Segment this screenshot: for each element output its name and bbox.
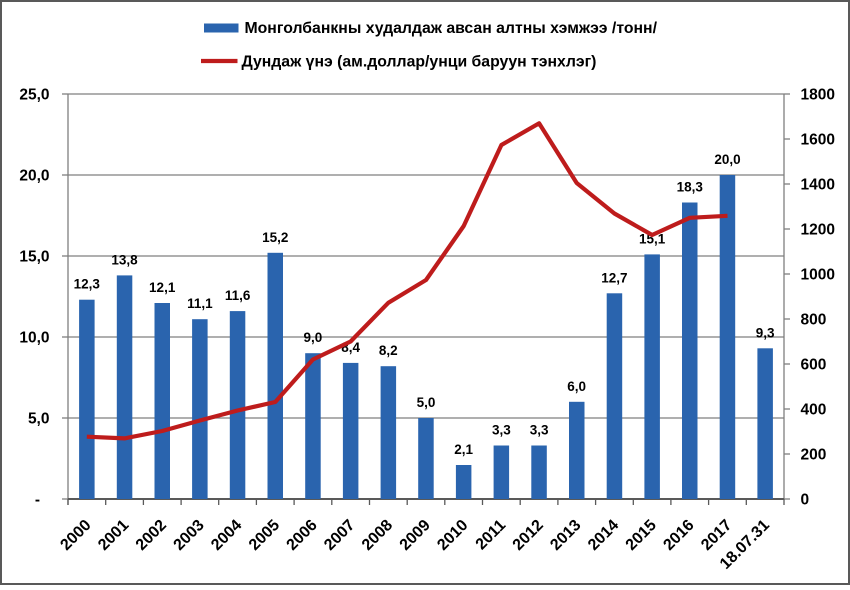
svg-text:1400: 1400 [801,177,835,194]
svg-text:1600: 1600 [801,132,835,149]
svg-text:15,2: 15,2 [262,230,288,245]
svg-text:2014: 2014 [585,517,622,554]
svg-text:2003: 2003 [171,517,208,554]
svg-text:Дундаж үнэ (ам.доллар/унци бар: Дундаж үнэ (ам.доллар/унци баруун тэнхлэ… [242,54,597,71]
svg-text:2,1: 2,1 [454,442,473,457]
svg-text:5,0: 5,0 [28,411,50,428]
svg-text:2008: 2008 [359,517,396,554]
svg-text:9,3: 9,3 [756,325,775,340]
svg-text:12,1: 12,1 [149,280,176,295]
svg-text:200: 200 [801,447,827,464]
svg-text:18,3: 18,3 [677,180,704,195]
svg-text:2010: 2010 [434,517,471,554]
svg-text:2007: 2007 [321,517,358,554]
svg-text:400: 400 [801,402,827,419]
svg-text:20,0: 20,0 [19,168,49,185]
svg-text:12,7: 12,7 [601,270,627,285]
svg-text:2009: 2009 [397,517,434,554]
svg-text:9,0: 9,0 [304,330,323,345]
svg-text:5,0: 5,0 [417,395,436,410]
svg-text:1000: 1000 [801,267,835,284]
svg-text:6,0: 6,0 [567,379,586,394]
svg-text:2005: 2005 [246,517,283,554]
svg-text:2002: 2002 [133,517,170,554]
svg-text:2015: 2015 [623,517,660,554]
svg-text:10,0: 10,0 [19,330,49,347]
svg-text:2012: 2012 [510,517,547,554]
svg-text:25,0: 25,0 [19,87,49,104]
svg-text:15,1: 15,1 [639,231,666,246]
svg-text:600: 600 [801,357,827,374]
svg-text:1200: 1200 [801,222,835,239]
svg-text:2011: 2011 [473,517,510,554]
svg-text:3,3: 3,3 [492,423,511,438]
svg-text:2013: 2013 [547,517,584,554]
svg-text:8,2: 8,2 [379,343,398,358]
svg-text:-: - [35,492,40,509]
svg-text:Монголбанкны худалдаж авсан ал: Монголбанкны худалдаж авсан алтны хэмжээ… [245,20,658,37]
svg-text:11,1: 11,1 [187,296,213,311]
svg-text:3,3: 3,3 [530,423,549,438]
svg-text:20,0: 20,0 [714,152,740,167]
svg-text:15,0: 15,0 [19,249,49,266]
svg-text:2006: 2006 [284,517,321,554]
svg-text:0: 0 [801,492,810,509]
svg-text:2001: 2001 [95,517,132,554]
svg-text:11,6: 11,6 [225,288,251,303]
svg-text:800: 800 [801,312,827,329]
svg-text:12,3: 12,3 [74,277,101,292]
svg-text:13,8: 13,8 [111,252,138,267]
svg-text:1800: 1800 [801,87,835,104]
svg-text:2016: 2016 [660,517,697,554]
svg-text:2000: 2000 [57,517,94,554]
svg-text:2004: 2004 [208,517,245,554]
